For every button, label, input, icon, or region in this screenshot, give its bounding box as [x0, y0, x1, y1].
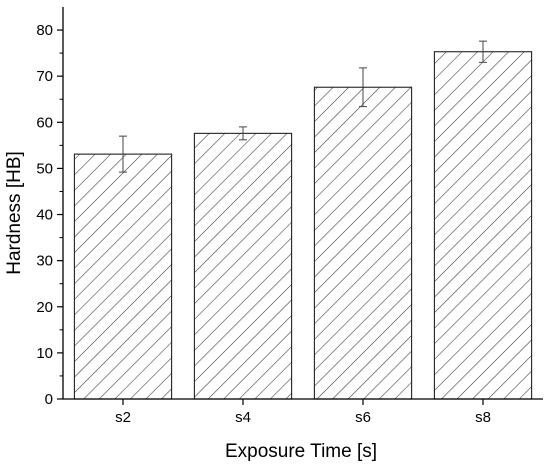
x-tick-label-s4: s4 [235, 409, 251, 426]
x-axis-title: Exposure Time [s] [225, 441, 377, 462]
bar-s2 [73, 153, 173, 400]
x-tick-label-s6: s6 [355, 409, 371, 426]
y-tick-label-40: 40 [36, 207, 53, 224]
plot-area: s2 s4 s6 s8 0 10 20 30 40 50 60 70 80 [36, 7, 543, 426]
y-tick-label-60: 60 [36, 114, 53, 131]
bar-s4 [193, 132, 293, 400]
bar-s6 [313, 86, 413, 400]
y-tick-label-0: 0 [45, 391, 53, 408]
y-tick-label-10: 10 [36, 345, 53, 362]
y-tick-label-80: 80 [36, 22, 53, 39]
y-tick-label-50: 50 [36, 160, 53, 177]
x-tick-label-s2: s2 [115, 409, 131, 426]
y-tick-label-30: 30 [36, 253, 53, 270]
y-tick-label-70: 70 [36, 68, 53, 85]
y-axis-title: Hardness [HB] [4, 151, 25, 275]
y-tick-label-20: 20 [36, 299, 53, 316]
bar-s8 [433, 51, 533, 400]
x-tick-label-s8: s8 [475, 409, 491, 426]
